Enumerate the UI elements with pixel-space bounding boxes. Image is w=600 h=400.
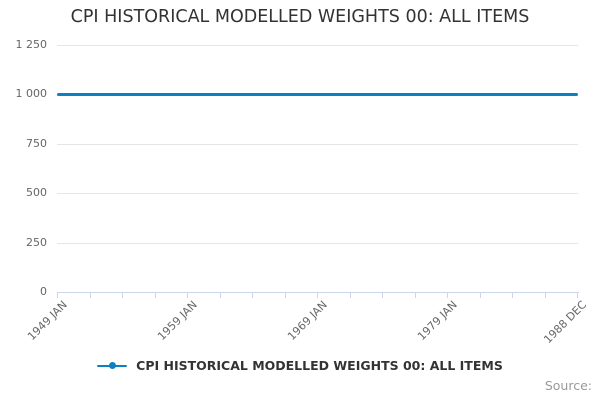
x-axis-tick — [317, 292, 318, 298]
x-axis-tick — [480, 292, 481, 298]
legend-item-cpi-weights[interactable]: CPI HISTORICAL MODELLED WEIGHTS 00: ALL … — [97, 358, 503, 373]
x-axis-tick — [415, 292, 416, 298]
x-axis-label-1949-jan: 1949 JAN — [24, 298, 70, 344]
legend-marker-dot — [108, 362, 116, 369]
y-axis-label-250: 250 — [26, 236, 47, 249]
legend-line-marker-icon — [97, 359, 128, 373]
x-axis-label-1969-jan: 1969 JAN — [284, 298, 330, 344]
x-axis-tick — [155, 292, 156, 298]
x-axis-tick — [187, 292, 188, 298]
x-axis-tick — [57, 292, 58, 298]
y-axis-label-500: 500 — [26, 186, 47, 199]
gridline-250 — [57, 243, 578, 244]
gridline-750 — [57, 144, 578, 145]
series-line-cpi-weights — [57, 93, 578, 96]
x-axis-tick — [382, 292, 383, 298]
chart-title: CPI HISTORICAL MODELLED WEIGHTS 00: ALL … — [70, 7, 530, 27]
x-axis-tick — [512, 292, 513, 298]
x-axis-tick — [577, 292, 578, 298]
x-axis-tick — [252, 292, 253, 298]
x-axis-label-1988-dec: 1988 DEC — [541, 298, 590, 347]
legend-label: CPI HISTORICAL MODELLED WEIGHTS 00: ALL … — [136, 358, 503, 373]
gridline-1250 — [57, 45, 578, 46]
x-axis-tick — [220, 292, 221, 298]
x-axis-tick — [447, 292, 448, 298]
y-axis-label-750: 750 — [26, 137, 47, 150]
y-axis-label-1000: 1 000 — [15, 87, 48, 100]
x-axis-label-1979-jan: 1979 JAN — [414, 298, 460, 344]
x-axis-tick — [350, 292, 351, 298]
legend: CPI HISTORICAL MODELLED WEIGHTS 00: ALL … — [0, 358, 600, 373]
x-axis-tick — [90, 292, 91, 298]
x-axis-tick — [285, 292, 286, 298]
x-axis-tick — [122, 292, 123, 298]
source-label: Source: — [544, 378, 592, 393]
gridline-500 — [57, 193, 578, 194]
x-axis-label-1959-jan: 1959 JAN — [154, 298, 200, 344]
x-axis-line — [57, 292, 579, 293]
x-axis-tick — [545, 292, 546, 298]
y-axis-label-1250: 1 250 — [15, 38, 48, 51]
y-axis-label-0: 0 — [40, 285, 47, 298]
